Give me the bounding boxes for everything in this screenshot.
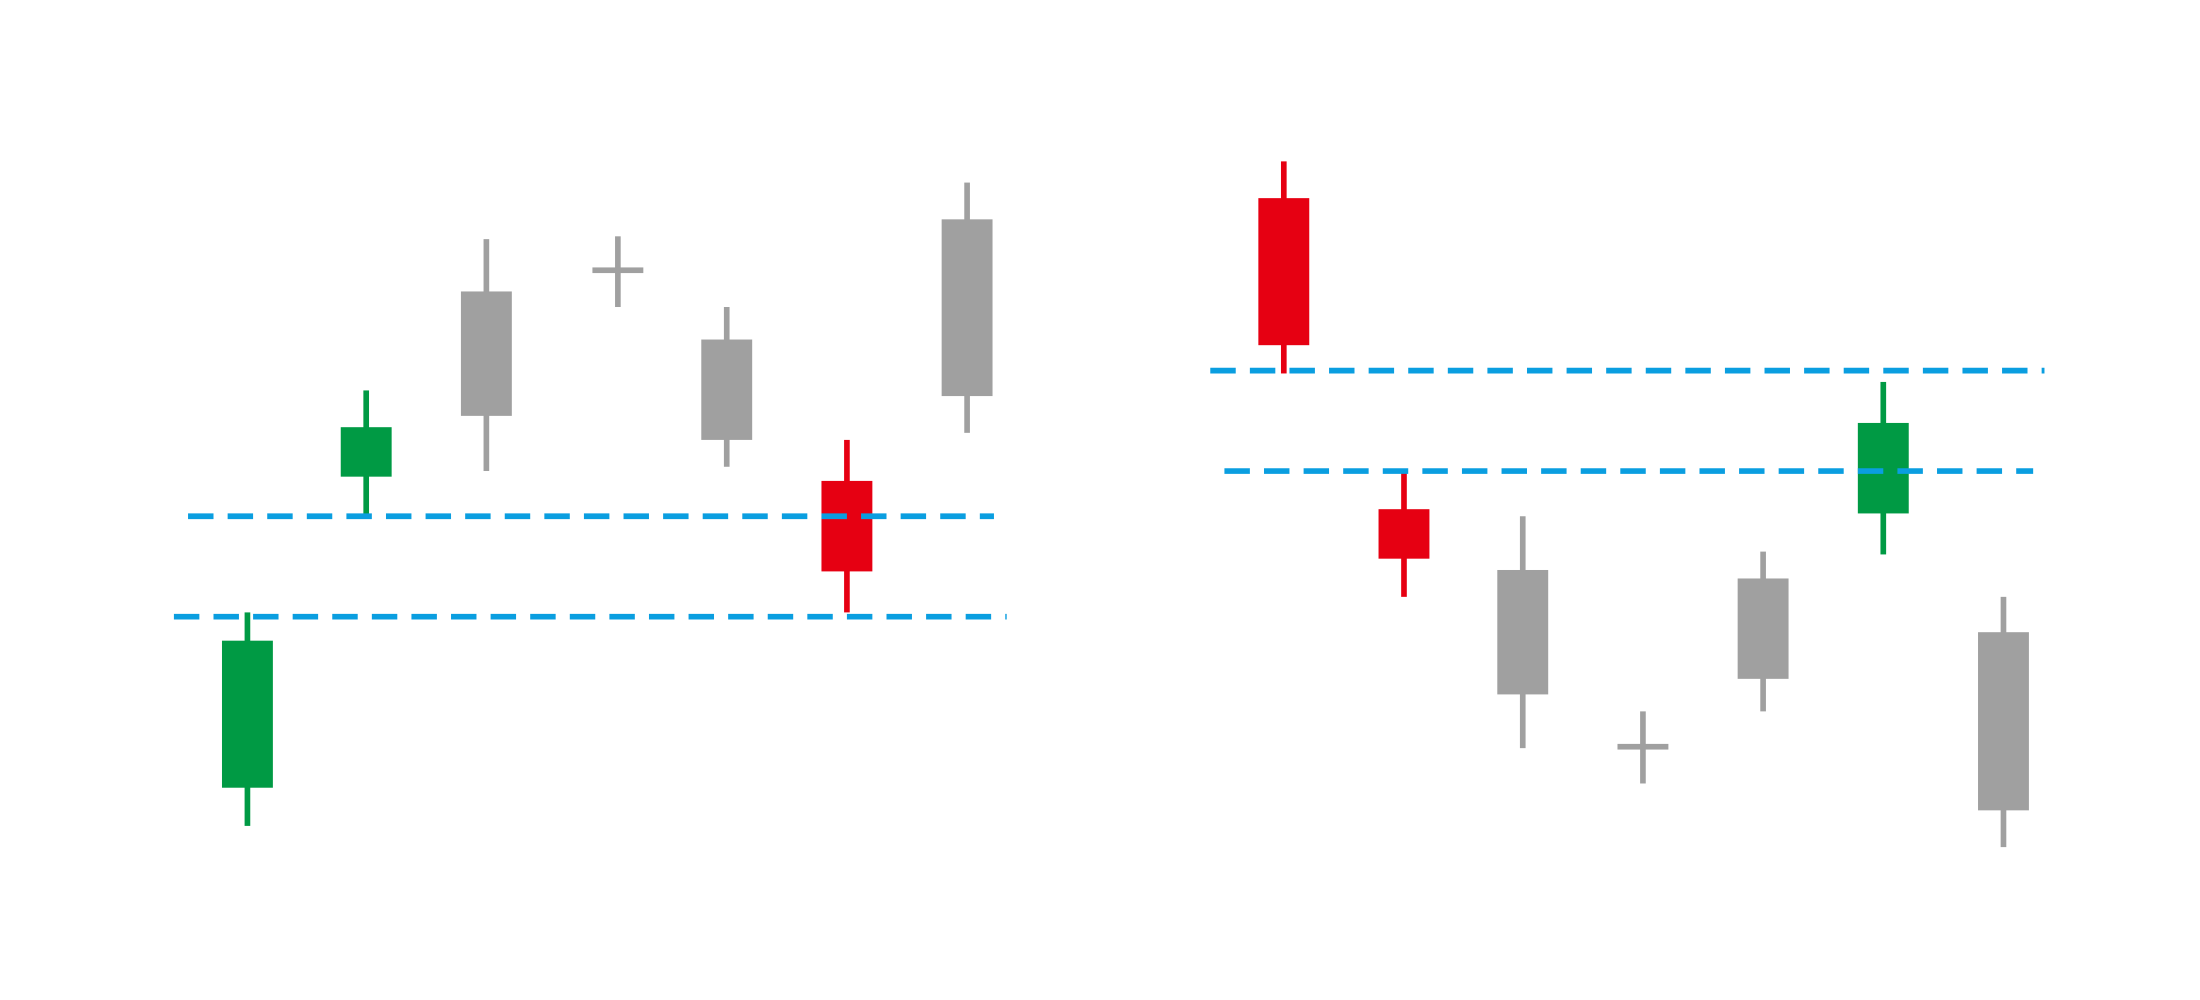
candle xyxy=(941,182,993,433)
left-panel xyxy=(173,182,1007,826)
candle xyxy=(1497,516,1549,749)
candle-body xyxy=(1258,198,1310,346)
candle-body xyxy=(1378,509,1430,559)
candle xyxy=(1378,471,1430,597)
candle xyxy=(1617,711,1669,784)
candle-body xyxy=(821,480,873,572)
candle xyxy=(221,612,273,826)
candle xyxy=(592,236,644,308)
candle xyxy=(1737,551,1789,712)
candle-body xyxy=(221,640,273,788)
candle-body xyxy=(941,219,993,397)
doji-bar xyxy=(1617,743,1669,750)
candle xyxy=(1258,161,1310,374)
candle xyxy=(821,439,873,613)
candle-body xyxy=(340,427,392,477)
candle xyxy=(460,239,512,472)
candle xyxy=(340,390,392,517)
candle-body xyxy=(1737,578,1789,679)
doji-bar xyxy=(592,267,644,274)
candle xyxy=(701,307,753,467)
candle-body xyxy=(1497,569,1549,695)
candle-body xyxy=(1978,632,2029,811)
candle-body xyxy=(460,291,512,416)
right-panel xyxy=(1210,161,2045,848)
candle-body xyxy=(701,339,753,440)
candle xyxy=(1978,596,2029,848)
